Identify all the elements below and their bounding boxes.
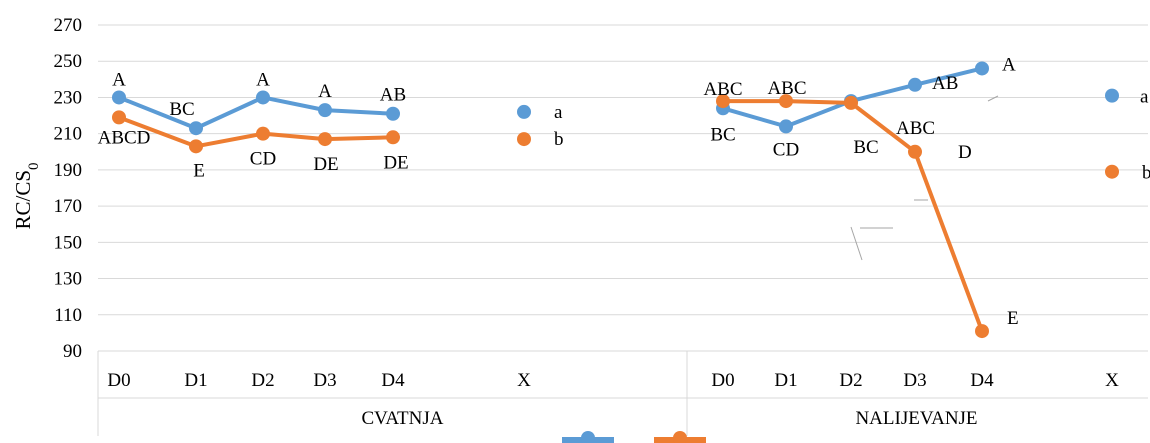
category-label-cvatnja-d3: D3	[313, 370, 336, 391]
data-point-nalijevanje-d4-b	[975, 324, 989, 339]
data-label-cvatnja-d1-a: BC	[169, 99, 194, 120]
data-label-cvatnja-d0-b: ABCD	[98, 127, 151, 148]
data-label-nalijevanje-d4-a: A	[1002, 54, 1016, 75]
data-point-cvatnja-d3-a	[318, 103, 332, 118]
y-tick-label-230: 230	[54, 87, 83, 108]
category-label-cvatnja-d1: D1	[184, 370, 207, 391]
data-point-nalijevanje-d1-a	[779, 119, 793, 134]
group-label-nalijevanje: NALIJEVANJE	[855, 408, 977, 429]
data-label-cvatnja-d0-a: A	[112, 69, 126, 90]
group-label-cvatnja: CVATNJA	[361, 408, 443, 429]
y-tick-label-130: 130	[54, 269, 83, 290]
data-label-cvatnja-d1-b: E	[193, 160, 205, 181]
y-tick-label-210: 210	[54, 124, 83, 145]
data-point-cvatnja-d1-a	[189, 121, 203, 136]
axis-layer: 90 110 130 150 170 190 210 230 250 270 D0 D1 D2 D3 D4 X…	[54, 15, 1148, 436]
data-point-nalijevanje-d3-b	[908, 144, 922, 159]
y-tick-label-150: 150	[54, 232, 83, 253]
data-label-nalijevanje-d0-b: ABC	[703, 79, 742, 100]
data-point-nalijevanje-x-a	[1105, 88, 1119, 103]
y-tick-label-250: 250	[54, 51, 83, 72]
category-label-nalijevanje-d3: D3	[903, 370, 926, 391]
y-tick-label-110: 110	[54, 305, 82, 326]
series-layer	[112, 61, 1119, 339]
y-tick-label-90: 90	[63, 341, 82, 362]
data-label-nalijevanje-d0-a: BC	[710, 124, 735, 145]
series-line-cvatnja-b	[117, 115, 395, 149]
data-label-cvatnja-d2-b: CD	[250, 149, 276, 170]
label-leader-line	[850, 226, 863, 261]
category-label-nalijevanje-x: X	[1105, 370, 1119, 391]
data-label-nalijevanje-x-b: b	[1142, 163, 1150, 184]
data-point-nalijevanje-d2-b	[844, 95, 858, 110]
data-label-nalijevanje-d2-b: BC	[853, 137, 878, 158]
y-axis-title-subscript: 0	[26, 162, 42, 170]
data-point-nalijevanje-x-b	[1105, 164, 1119, 179]
label-leader-line	[987, 95, 999, 102]
data-point-cvatnja-d1-b	[189, 139, 203, 154]
data-label-nalijevanje-d1-b: ABC	[767, 78, 806, 99]
data-point-cvatnja-d2-b	[256, 126, 270, 141]
data-point-cvatnja-x-a	[517, 104, 531, 119]
y-axis-title-main: RC/CS	[11, 170, 35, 230]
category-label-cvatnja-d0: D0	[107, 370, 130, 391]
legend-marker-b	[673, 431, 687, 443]
data-point-cvatnja-d4-b	[386, 130, 400, 145]
series-line-cvatnja-a	[117, 95, 395, 131]
y-axis-title: RC/CS0	[11, 162, 42, 229]
data-label-cvatnja-d3-a: A	[318, 81, 332, 102]
category-label-cvatnja-d4: D4	[381, 370, 405, 391]
category-label-nalijevanje-d2: D2	[839, 370, 862, 391]
category-label-cvatnja-d2: D2	[251, 370, 274, 391]
legend-marker-a	[581, 431, 595, 443]
data-point-nalijevanje-d3-a	[908, 77, 922, 92]
y-tick-label-190: 190	[54, 160, 83, 181]
data-label-nalijevanje-x-a: a	[1140, 87, 1149, 108]
data-label-cvatnja-d4-b: DE	[383, 152, 408, 173]
data-label-cvatnja-x-b: b	[554, 129, 564, 150]
data-point-nalijevanje-d4-a	[975, 61, 989, 76]
data-label-nalijevanje-d3-b: D	[958, 142, 972, 163]
data-label-cvatnja-d4-a: AB	[380, 85, 406, 106]
category-label-nalijevanje-d4: D4	[970, 370, 994, 391]
data-point-nalijevanje-d0-b	[716, 94, 730, 109]
data-label-nalijevanje-d2-a: ABC	[896, 118, 935, 139]
data-label-cvatnja-x-a: a	[554, 102, 563, 123]
data-point-cvatnja-d3-b	[318, 132, 332, 147]
data-label-cvatnja-d2-a: A	[256, 69, 270, 90]
category-label-cvatnja-x: X	[517, 370, 531, 391]
data-point-cvatnja-d4-a	[386, 106, 400, 121]
data-point-cvatnja-d0-a	[112, 90, 126, 105]
category-label-nalijevanje-d0: D0	[711, 370, 734, 391]
data-label-cvatnja-d3-b: DE	[313, 154, 338, 175]
legend	[562, 431, 706, 443]
data-point-nalijevanje-d1-b	[779, 94, 793, 109]
y-tick-label-270: 270	[54, 15, 83, 36]
series-line-nalijevanje-b	[721, 99, 984, 334]
data-label-nalijevanje-d4-b: E	[1007, 308, 1019, 329]
data-label-nalijevanje-d3-a: AB	[932, 73, 958, 94]
category-label-nalijevanje-d1: D1	[774, 370, 797, 391]
y-tick-label-170: 170	[54, 196, 83, 217]
data-point-cvatnja-d2-a	[256, 90, 270, 105]
data-point-cvatnja-x-b	[517, 132, 531, 147]
data-label-nalijevanje-d1-a: CD	[773, 139, 799, 160]
data-point-cvatnja-d0-b	[112, 110, 126, 125]
